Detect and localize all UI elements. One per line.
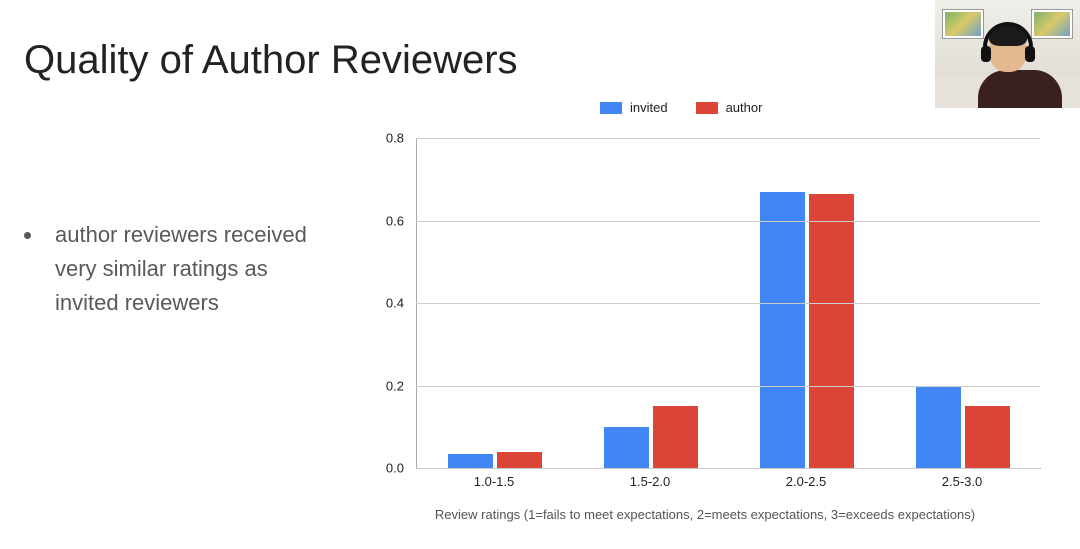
- bar-invited: [604, 427, 649, 468]
- legend-swatch-author: [696, 102, 718, 114]
- bar-invited: [916, 386, 961, 469]
- y-tick-label: 0.4: [364, 296, 404, 311]
- legend-item-author: author: [696, 100, 763, 115]
- legend-swatch-invited: [600, 102, 622, 114]
- x-tick-label: 1.5-2.0: [630, 474, 670, 489]
- bullet-list: author reviewers received very similar r…: [24, 218, 334, 320]
- x-tick-label: 1.0-1.5: [474, 474, 514, 489]
- video-person-icon: [978, 28, 1038, 108]
- x-axis-title: Review ratings (1=fails to meet expectat…: [350, 507, 1060, 522]
- presenter-video: [935, 0, 1080, 108]
- slide-title: Quality of Author Reviewers: [24, 38, 518, 83]
- video-decor-right: [1032, 10, 1072, 38]
- x-tick-label: 2.5-3.0: [942, 474, 982, 489]
- gridline: [416, 221, 1040, 222]
- chart: invited author 0.00.20.40.60.81.0-1.51.5…: [350, 100, 1060, 530]
- chart-plot: 0.00.20.40.60.81.0-1.51.5-2.02.0-2.52.5-…: [380, 138, 1040, 468]
- legend-label-invited: invited: [630, 100, 668, 115]
- y-tick-label: 0.0: [364, 461, 404, 476]
- bar-author: [497, 452, 542, 469]
- legend-item-invited: invited: [600, 100, 668, 115]
- gridline: [416, 468, 1040, 469]
- y-tick-label: 0.8: [364, 131, 404, 146]
- bar-invited: [448, 454, 493, 468]
- gridline: [416, 138, 1040, 139]
- bullet-item: author reviewers received very similar r…: [24, 218, 334, 320]
- gridline: [416, 386, 1040, 387]
- legend-label-author: author: [726, 100, 763, 115]
- bar-invited: [760, 192, 805, 468]
- y-tick-label: 0.6: [364, 213, 404, 228]
- y-tick-label: 0.2: [364, 378, 404, 393]
- chart-legend: invited author: [600, 100, 762, 115]
- bar-author: [809, 194, 854, 468]
- bar-author: [653, 406, 698, 468]
- bar-author: [965, 406, 1010, 468]
- gridline: [416, 303, 1040, 304]
- x-tick-label: 2.0-2.5: [786, 474, 826, 489]
- bullet-text: author reviewers received very similar r…: [55, 218, 334, 320]
- bullet-dot-icon: [24, 232, 31, 239]
